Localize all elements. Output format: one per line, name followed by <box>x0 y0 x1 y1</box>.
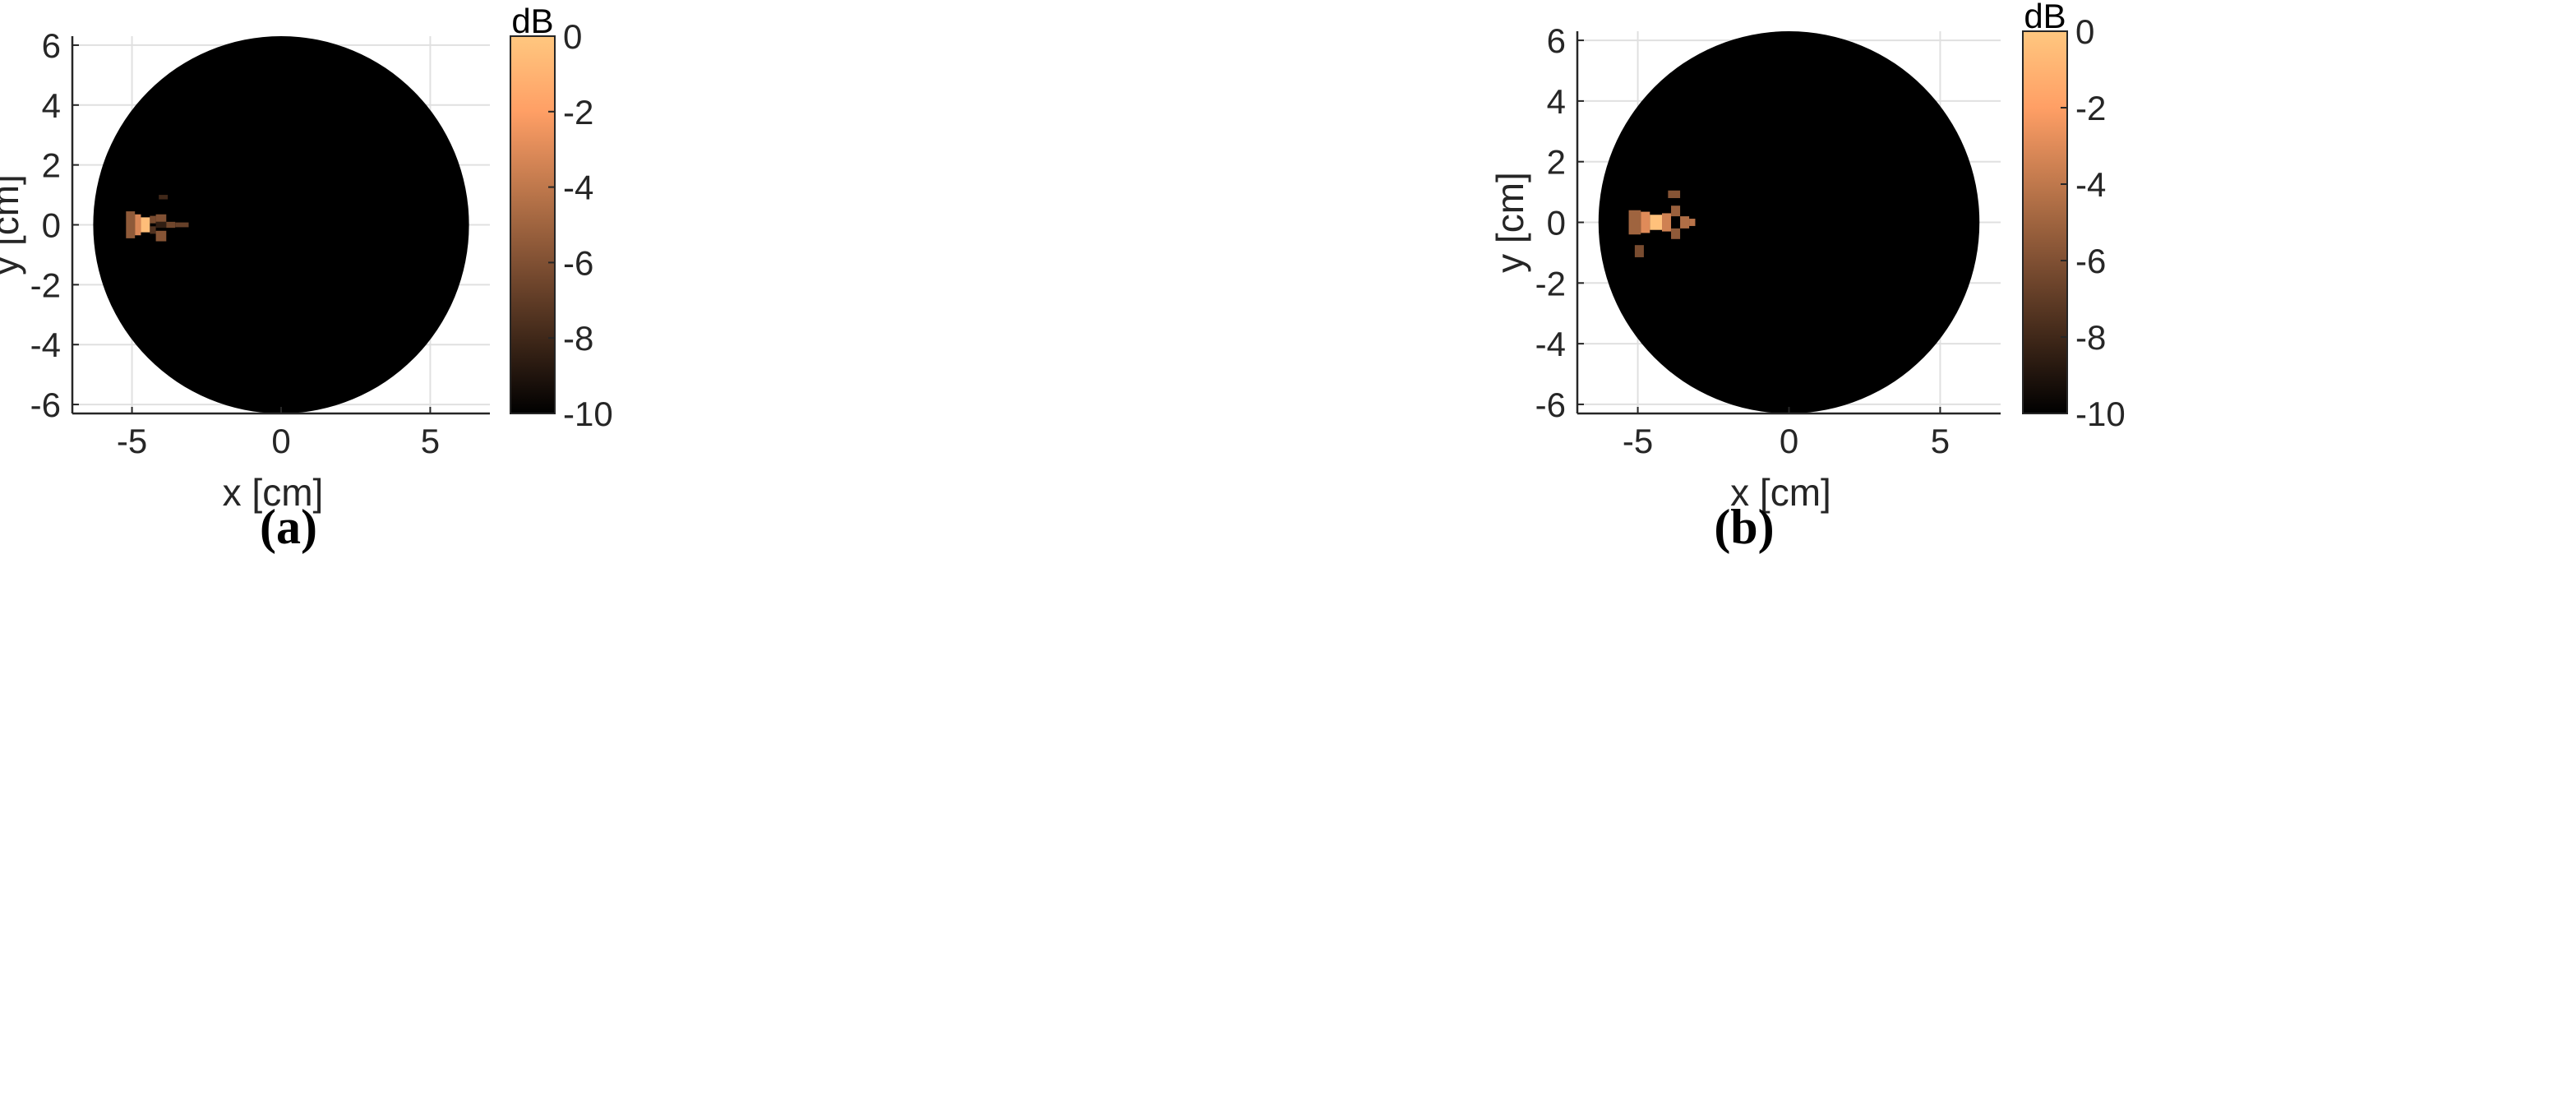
heatmap-cell <box>1680 216 1690 229</box>
colorbar-label: dB <box>2024 0 2066 35</box>
heatmap-cell <box>126 211 136 238</box>
y-tick-label: 4 <box>1547 82 1566 121</box>
heatmap-cell <box>1662 213 1672 232</box>
heatmap-cell <box>1628 210 1641 235</box>
x-tick-label: 5 <box>421 422 440 460</box>
panel-b: -5 0 5 -6 -4 -2 0 2 4 6 x [cm] y [cm] 0 -2 -4 -6 -8 -10 dB… <box>1288 0 2576 1109</box>
heatmap-cell <box>155 214 167 222</box>
colorbar-tick-label: -8 <box>2075 318 2106 357</box>
x-axis-label: x [cm] <box>1730 471 1831 514</box>
colorbar-tick-label: -10 <box>563 395 613 433</box>
y-tick-label: 0 <box>42 206 61 245</box>
y-axis-label: y [cm] <box>0 174 26 275</box>
y-tick-label: 4 <box>42 86 61 125</box>
x-tick-label: 0 <box>1780 422 1798 460</box>
colorbar-tick-label: -2 <box>2075 89 2106 127</box>
heatmap-cell <box>150 215 156 224</box>
heatmap-cell <box>155 230 167 242</box>
x-tick-label: -5 <box>1623 422 1653 460</box>
heatmap-cell <box>1689 219 1696 226</box>
heatmap-chart-b: -5 0 5 -6 -4 -2 0 2 4 6 x [cm] y [cm] 0 -2 -4 -6 -8 -10 dB… <box>1489 0 2126 554</box>
heatmap-cell <box>159 195 169 200</box>
x-tick-label: 5 <box>1931 422 1950 460</box>
colorbar-tick-label: -8 <box>563 319 593 358</box>
colorbar-tick-label: -10 <box>2075 395 2126 433</box>
colorbar-tick-label: -2 <box>563 93 593 132</box>
x-axis-label: x [cm] <box>223 471 324 514</box>
colorbar-tick-label: -6 <box>563 243 593 282</box>
heatmap-cell <box>1650 215 1662 230</box>
y-tick-label: -6 <box>1535 386 1566 424</box>
colorbar-tick-label: -6 <box>2075 242 2106 280</box>
heatmap-cell <box>135 214 141 236</box>
heatmap-cell <box>1671 228 1681 239</box>
y-tick-label: -2 <box>30 266 61 304</box>
colorbar-label: dB <box>511 2 553 40</box>
plot-area-a <box>72 36 490 413</box>
panel-caption: (b) <box>1714 500 1774 554</box>
y-tick-label: -6 <box>30 386 61 424</box>
heatmap-cell <box>1634 245 1644 257</box>
hotspot-cells <box>126 195 189 242</box>
heatmap-cell <box>141 217 150 233</box>
x-tick-label: 0 <box>271 422 290 460</box>
heatmap-cell <box>155 221 167 229</box>
heatmap-cell <box>166 221 176 229</box>
y-tick-label: 2 <box>42 146 61 185</box>
domain-circle <box>93 36 469 413</box>
colorbar <box>510 35 556 414</box>
colorbar <box>2022 30 2068 414</box>
y-tick-label: -2 <box>1535 264 1566 302</box>
colorbar-tick-label: -4 <box>2075 165 2106 204</box>
plot-area-b <box>1577 31 2001 413</box>
y-axis-label: y [cm] <box>1489 172 1531 273</box>
panel-caption: (a) <box>260 500 317 554</box>
hotspot-cells <box>1628 190 1696 257</box>
heatmap-cell <box>1671 206 1681 217</box>
colorbar-tick-label: 0 <box>2075 12 2094 51</box>
x-tick-label: -5 <box>117 422 147 460</box>
heatmap-chart-a: -5 0 5 -6 -4 -2 0 2 4 6 x [cm] y [cm] 0 -2 -4 -6 -8 -10 dB… <box>0 2 613 554</box>
domain-circle <box>1598 31 1980 413</box>
heatmap-cell <box>175 222 189 228</box>
y-tick-label: 0 <box>1547 204 1566 242</box>
heatmap-cell <box>150 226 156 234</box>
heatmap-cell <box>1668 190 1681 198</box>
heatmap-cell <box>1641 211 1650 233</box>
y-tick-label: 2 <box>1547 143 1566 182</box>
panel-a: -5 0 5 -6 -4 -2 0 2 4 6 x [cm] y [cm] 0 -2 -4 -6 -8 -10 dB… <box>0 0 1288 1109</box>
colorbar-tick-label: -4 <box>563 169 593 207</box>
y-tick-label: -4 <box>1535 325 1566 363</box>
y-tick-label: -4 <box>30 326 61 364</box>
y-tick-label: 6 <box>1547 21 1566 60</box>
y-tick-label: 6 <box>42 26 61 65</box>
colorbar-tick-label: 0 <box>563 17 582 56</box>
